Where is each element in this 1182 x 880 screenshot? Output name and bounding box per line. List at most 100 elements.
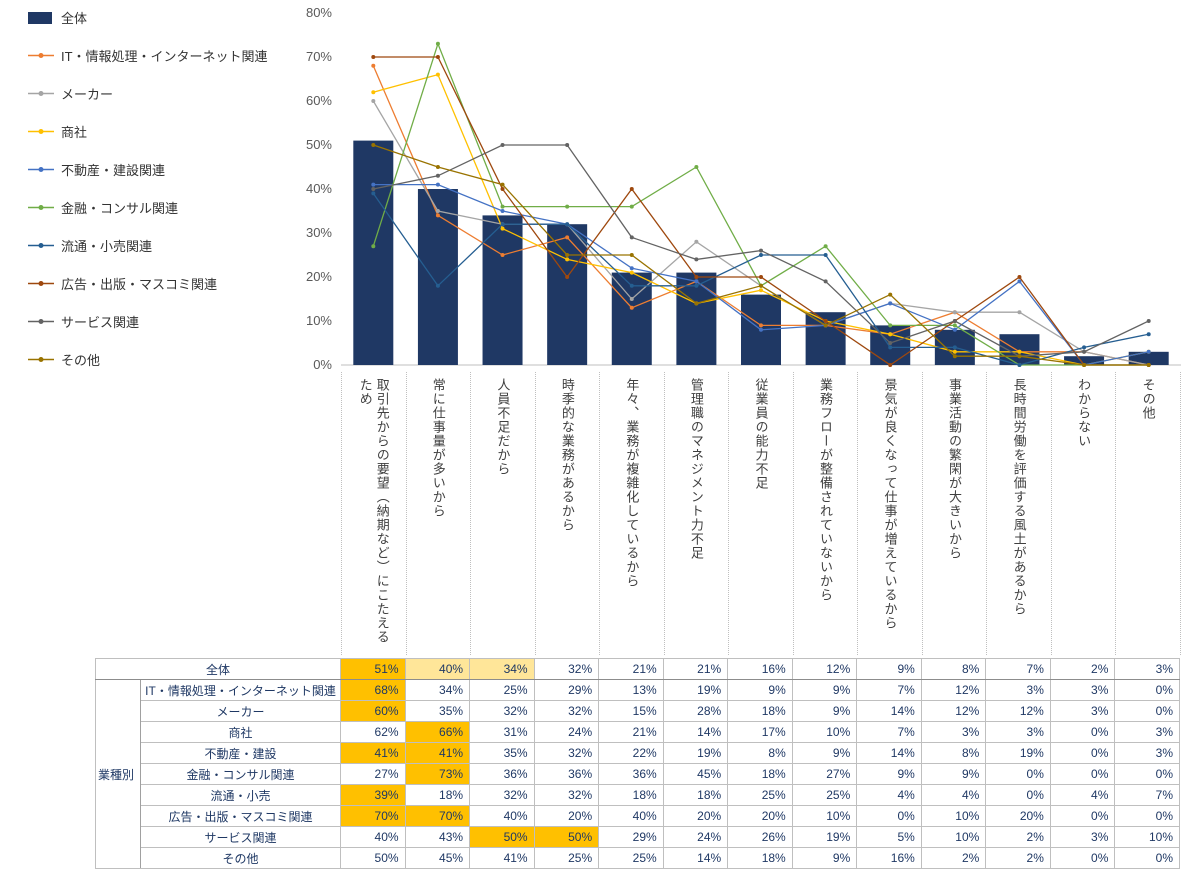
category-label: 時季的な業務があるから xyxy=(536,372,601,655)
table-cell: 68% xyxy=(340,679,406,701)
category-label: 人員不足だから xyxy=(471,372,536,655)
line-marker xyxy=(1017,363,1022,367)
table-cell: 3% xyxy=(1049,700,1116,722)
line-marker xyxy=(823,323,828,328)
category-axis: 取引先からの要望（納期など）にこたえるため 常に仕事量が多いから 人員不足だから 時季… xyxy=(341,372,1181,655)
line-marker xyxy=(759,275,763,279)
row-label: 流通・小売 xyxy=(139,784,342,806)
table-cell: 9% xyxy=(791,700,858,722)
table-cell: 12% xyxy=(791,658,858,680)
table-cell: 9% xyxy=(856,763,922,785)
line-marker xyxy=(888,323,893,328)
table-cell: 9% xyxy=(791,679,858,701)
table-cell: 7% xyxy=(856,721,922,743)
row-label: メーカー xyxy=(139,700,342,722)
table-cell: 0% xyxy=(1114,763,1180,785)
chart-legend: 全体 IT・情報処理・インターネット関連 メーカー 商社 不動産・建設関連 金融・コンサル… xyxy=(28,10,268,368)
table-cell: 24% xyxy=(662,826,729,848)
legend-label: 不動産・建設関連 xyxy=(61,163,166,178)
table-cell: 19% xyxy=(985,742,1051,764)
line-marker xyxy=(629,235,634,240)
table-cell: 0% xyxy=(1114,805,1180,827)
table-row: 金融・コンサル関連 27% 73% 36% 36% 36% 45% 18% 27% 9% 9% 0% 0… xyxy=(96,763,1180,785)
table-row: 商社 62% 66% 31% 24% 21% 14% 17% 10% 7% 3% 3% 0% 3% xyxy=(96,721,1180,743)
bar-1 xyxy=(417,189,458,365)
table-cell: 24% xyxy=(533,721,600,743)
table-cell: 5% xyxy=(856,826,922,848)
category-label-text: 取引先からの要望（納期など）にこたえるため xyxy=(357,378,390,644)
table-cell: 0% xyxy=(1049,763,1116,785)
table-cell: 9% xyxy=(791,847,858,869)
table-cell: 10% xyxy=(791,721,858,743)
table-cell: 10% xyxy=(1114,826,1180,848)
category-label-text: わからない xyxy=(1076,378,1092,448)
line-marker xyxy=(500,143,505,147)
category-label: 事業活動の繁閑が大きいから xyxy=(923,372,988,655)
category-label: その他 xyxy=(1116,372,1181,655)
category-label-text: 景気が良くなって仕事が増えているから xyxy=(882,378,898,630)
table-cell: 21% xyxy=(598,658,664,680)
line-marker xyxy=(371,63,376,68)
legend-line-swatch xyxy=(28,205,54,210)
table-cell: 16% xyxy=(856,847,922,869)
line-marker xyxy=(759,327,763,332)
legend-item: 流通・小売関連 xyxy=(28,238,268,254)
bar-10 xyxy=(999,334,1040,365)
category-label-text: 時季的な業務があるから xyxy=(559,378,575,532)
legend-label: メーカー xyxy=(61,87,114,102)
category-label: 取引先からの要望（納期など）にこたえるため xyxy=(342,372,407,655)
table-cell: 19% xyxy=(791,826,858,848)
table-cell: 70% xyxy=(340,805,406,827)
table-cell: 3% xyxy=(920,721,987,743)
table-cell: 9% xyxy=(727,679,793,701)
table-cell: 18% xyxy=(727,847,793,869)
bar-0 xyxy=(353,140,394,365)
line-marker xyxy=(1146,332,1151,337)
line-marker xyxy=(1017,279,1022,284)
table-cell: 3% xyxy=(1114,721,1180,743)
legend-item: IT・情報処理・インターネット関連 xyxy=(28,48,268,64)
line-marker xyxy=(888,341,893,345)
line-marker xyxy=(952,319,957,323)
table-cell: 62% xyxy=(340,721,406,743)
table-cell: 0% xyxy=(985,763,1051,785)
table-cell: 73% xyxy=(404,763,471,785)
table-cell: 41% xyxy=(340,742,406,764)
table-cell: 2% xyxy=(920,847,987,869)
table-cell: 21% xyxy=(662,658,729,680)
table-cell: 7% xyxy=(1114,784,1180,806)
table-cell: 34% xyxy=(469,658,535,680)
line-marker xyxy=(952,349,957,354)
row-label: 広告・出版・マスコミ関連 xyxy=(139,805,342,827)
legend-item: 不動産・建設関連 xyxy=(28,162,268,178)
row-label: 不動産・建設 xyxy=(139,742,342,764)
table-cell: 26% xyxy=(727,826,793,848)
table-cell: 18% xyxy=(727,700,793,722)
line-marker xyxy=(694,257,699,262)
table-cell: 0% xyxy=(1049,847,1116,869)
y-axis-label: 10% xyxy=(306,313,332,328)
legend-line-swatch xyxy=(28,167,54,172)
legend-label: サービス関連 xyxy=(61,315,140,330)
category-label-text: 常に仕事量が多いから xyxy=(430,378,446,518)
legend-label: その他 xyxy=(61,353,101,368)
line-marker xyxy=(694,239,699,244)
table-cell: 12% xyxy=(920,679,987,701)
table-cell: 0% xyxy=(1049,721,1116,743)
y-axis-label: 20% xyxy=(306,269,332,284)
bar-2 xyxy=(482,215,523,365)
line-marker xyxy=(888,301,893,306)
table-row: 全体 51% 40% 34% 32% 21% 21% 16% 12% 9% 8% 7% 2% 3% xyxy=(94,658,1180,680)
bar-12 xyxy=(1128,351,1169,365)
row-label: その他 xyxy=(139,847,342,869)
line-marker xyxy=(629,204,634,209)
bar-5 xyxy=(676,272,717,365)
line-marker xyxy=(694,275,699,279)
line-marker xyxy=(694,301,699,306)
table-cell: 0% xyxy=(856,805,922,827)
table-cell: 36% xyxy=(598,763,664,785)
table-cell: 10% xyxy=(791,805,858,827)
table-cell: 8% xyxy=(920,658,987,680)
legend-bar-swatch xyxy=(28,12,52,24)
